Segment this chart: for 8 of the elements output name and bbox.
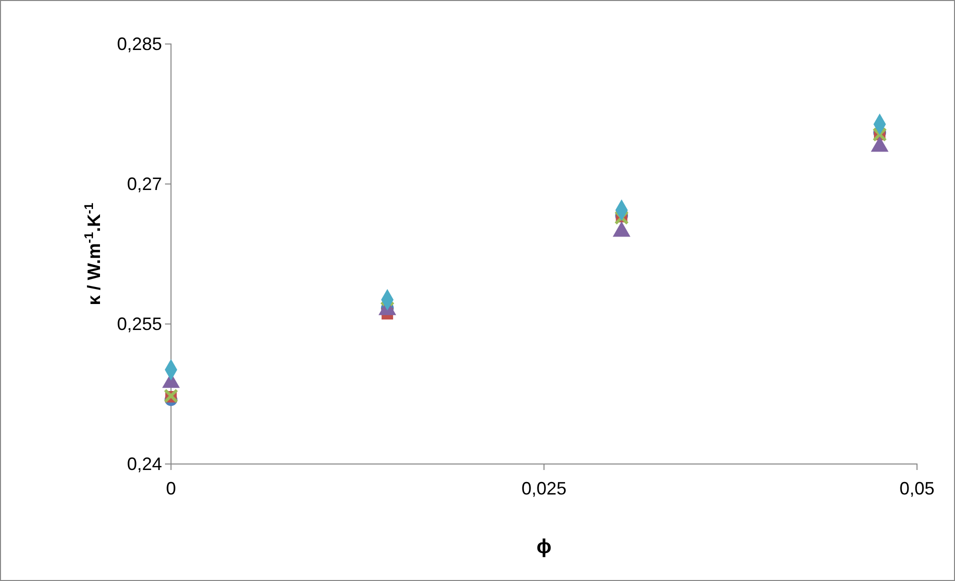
y-tick-label: 0,27 [126,174,162,194]
x-axis-title: ϕ [536,536,552,558]
y-tick-label: 0,255 [116,314,162,334]
x-tick-label: 0 [166,478,176,499]
y-tick-label: 0,285 [116,34,162,54]
x-tick-label: 0,025 [521,478,567,499]
y-tick-label: 0,24 [126,454,162,474]
x-tick-label: 0,05 [899,478,935,499]
